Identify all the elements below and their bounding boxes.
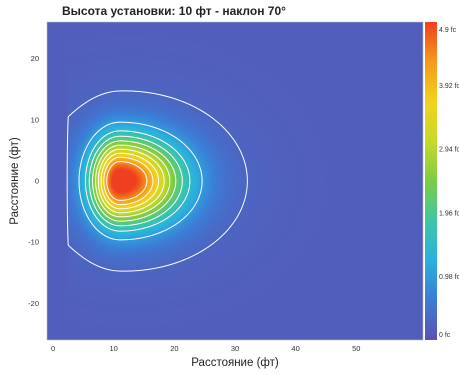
colorbar-tick-label: 4.9 fc	[439, 27, 457, 34]
x-tick-label: 0	[51, 344, 55, 353]
colorbar-tick-label: 3.92 fc	[439, 83, 459, 90]
plot-frame	[46, 21, 424, 341]
colorbar-tick-label: 1.96 fc	[439, 210, 459, 217]
contour-line	[92, 140, 177, 222]
heatmap-image	[47, 22, 423, 340]
contour-line	[95, 144, 171, 218]
x-axis-label: Расстояние (фт)	[191, 357, 279, 369]
y-tick-label: 0	[35, 177, 39, 186]
chart-title: Высота установки: 10 фт - наклон 70°	[62, 4, 286, 18]
colorbar-tick-label: 2.94 fc	[439, 147, 459, 154]
y-axis-label: Расстояние (фт)	[9, 137, 21, 225]
x-tick-label: 50	[352, 344, 360, 353]
y-tick-label: 10	[31, 115, 39, 124]
x-tick-label: 30	[231, 344, 239, 353]
contour-line	[78, 121, 203, 241]
y-tick-label: 20	[31, 54, 39, 63]
colorbar-scale	[425, 22, 437, 340]
contour-line	[88, 135, 183, 227]
colorbar: 4.9 fc 3.92 fc 2.94 fc 1.96 fc 0.98 fc 0 fc	[425, 22, 459, 340]
contour-line	[97, 148, 165, 214]
contour-line	[66, 90, 248, 272]
contour-line	[106, 161, 148, 201]
x-axis-ticks: 0 10 20 30 40 50	[51, 344, 360, 353]
contour-lines	[66, 90, 248, 272]
x-tick-label: 10	[110, 344, 118, 353]
contour-line	[84, 130, 191, 232]
colorbar-ticks: 4.9 fc 3.92 fc 2.94 fc 1.96 fc 0.98 fc 0 fc	[439, 27, 459, 339]
colorbar-tick-label: 0.98 fc	[439, 274, 459, 281]
colorbar-tick-label: 0 fc	[439, 332, 451, 339]
y-tick-label: -10	[28, 238, 39, 247]
y-axis-ticks: 20 10 0 -10 -20	[28, 54, 39, 308]
x-tick-label: 20	[170, 344, 178, 353]
contour-line	[103, 156, 154, 206]
contour-line	[100, 152, 160, 210]
plot-area	[46, 21, 424, 341]
x-tick-label: 40	[291, 344, 299, 353]
y-tick-label: -20	[28, 299, 39, 308]
